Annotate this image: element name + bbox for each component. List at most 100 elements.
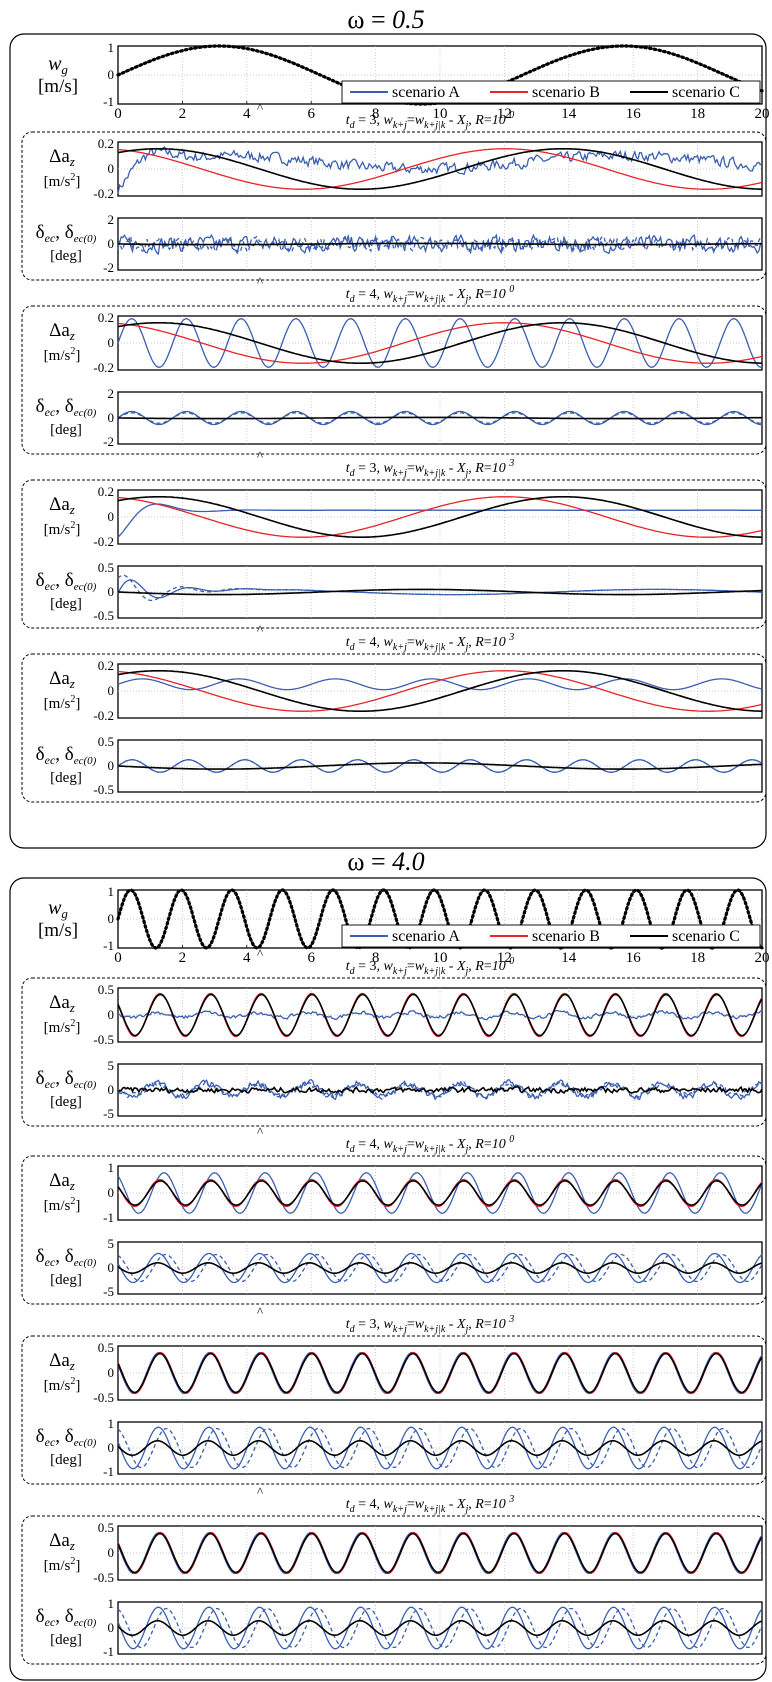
- daz-unit: [m/s2]: [44, 1018, 81, 1036]
- subplot-title: td = 4, wk+j=wk+j|k - Xj, R=10 3: [346, 1494, 515, 1515]
- delta-1-sub: ec: [45, 231, 56, 245]
- w1-symbol: w: [384, 1137, 394, 1152]
- series-line-scenario-c: [118, 416, 763, 420]
- x-sub: j: [464, 966, 469, 977]
- x-symbol: X: [456, 1497, 466, 1512]
- y-tick-label: -0.5: [93, 1390, 114, 1405]
- r-exp: 0: [509, 110, 514, 121]
- daz-unit-base: [m/s: [44, 1198, 71, 1214]
- subplot-group-frame: [21, 131, 767, 281]
- delta-unit: [deg]: [50, 596, 82, 612]
- delta-unit-text: [deg]: [50, 248, 82, 264]
- delta-unit: [deg]: [50, 422, 82, 438]
- sep-2: ,: [468, 287, 475, 302]
- subplot-title: td = 3, wk+j=wk+j|k - Xj, R=10 0: [346, 956, 515, 977]
- td-sub: d: [350, 468, 356, 479]
- series-line-scenario-a-dashed: [117, 574, 763, 602]
- y-tick-label: 0: [108, 1082, 115, 1097]
- y-tick-label: -1: [103, 1210, 114, 1225]
- sep-2: ,: [468, 959, 475, 974]
- delta-1-sub: ec: [45, 405, 56, 419]
- section-title-value: 0.5: [392, 5, 425, 34]
- daz-unit-end: ]: [75, 1558, 80, 1574]
- wg-unit: [m/s]: [38, 76, 78, 97]
- td-eq: =: [355, 113, 370, 128]
- r-base: 10: [492, 1317, 510, 1332]
- daz-sub: z: [69, 1538, 75, 1553]
- sep-2: ,: [468, 1317, 475, 1332]
- series-line-scenario-b: [117, 670, 763, 712]
- series-line-scenario-c: [117, 496, 762, 538]
- minus: -: [445, 113, 457, 128]
- y-tick-label: -0.2: [93, 186, 114, 201]
- td-eq: =: [355, 635, 370, 650]
- delta-ylabel: δec, δec(0): [36, 1426, 97, 1449]
- y-tick-label: 0: [108, 911, 115, 926]
- y-tick-label: -0.2: [93, 708, 114, 723]
- eq2: =: [407, 461, 415, 476]
- sep-2: ,: [468, 1137, 475, 1152]
- td-hat: ^: [257, 274, 263, 289]
- sep-1: ,: [377, 1317, 384, 1332]
- y-tick-label: -5: [103, 1106, 114, 1121]
- y-tick-label: -0.5: [93, 1032, 114, 1047]
- delta-1: δ: [36, 1426, 45, 1447]
- x-symbol: X: [456, 959, 466, 974]
- w2-sub: k+j|k: [424, 1144, 446, 1155]
- eq2: =: [407, 113, 415, 128]
- delta-2-sub: ec(0): [74, 1257, 97, 1269]
- legend-entry: scenario B: [532, 84, 600, 101]
- td-sub: d: [350, 1504, 356, 1515]
- delta-1: δ: [36, 1068, 45, 1089]
- x-sub: j: [464, 120, 469, 131]
- series-line-scenario-a: [117, 503, 762, 538]
- series-line-scenario-c: [117, 762, 763, 770]
- eq2: =: [407, 1497, 415, 1512]
- y-tick-label: 0: [108, 410, 115, 425]
- delta-2: δ: [65, 1426, 74, 1447]
- legend-entry: scenario B: [532, 928, 600, 945]
- section-title-prefix: ω =: [347, 847, 392, 876]
- sep-2: ,: [468, 635, 475, 650]
- y-tick-label: -0.5: [93, 782, 114, 797]
- section-title-value: 4.0: [392, 847, 425, 876]
- y-tick-label: -2: [103, 260, 114, 275]
- delta-panel: 0.5 0 -0.5: [93, 734, 763, 797]
- series-line-scenario-a-dashed: [117, 1080, 763, 1100]
- w2-symbol: w: [415, 1137, 425, 1152]
- td-hat: ^: [257, 1304, 263, 1319]
- x-tick-label: 4: [243, 106, 251, 122]
- series-line-scenario-b: [117, 496, 763, 538]
- daz-sub: z: [69, 1358, 75, 1373]
- y-tick-label: 5: [108, 1236, 115, 1251]
- delta-unit: [deg]: [50, 770, 82, 786]
- r-base: 10: [492, 113, 510, 128]
- y-tick-label: 0.5: [98, 1520, 114, 1535]
- daz-ylabel: Δaz: [49, 668, 75, 691]
- delta-ylabel: δec, δec(0): [36, 570, 97, 593]
- td-eq: =: [355, 1317, 370, 1332]
- series-line-scenario-c: [117, 588, 762, 596]
- x-tick-label: 4: [243, 950, 251, 966]
- daz-unit: [m/s2]: [44, 1556, 81, 1574]
- minus: -: [445, 1317, 457, 1332]
- delta-2: δ: [65, 744, 74, 765]
- section-title-prefix: ω =: [347, 5, 392, 34]
- subplot-title: td = 4, wk+j=wk+j|k - Xj, R=10 0: [346, 1134, 515, 1155]
- x-sub: j: [464, 1504, 469, 1515]
- w2-sub: k+j|k: [424, 120, 446, 131]
- delta-2: δ: [65, 1246, 74, 1267]
- daz-unit: [m/s2]: [44, 1376, 81, 1394]
- series-line-scenario-c: [117, 993, 763, 1037]
- w2-symbol: w: [415, 1497, 425, 1512]
- w1-symbol: w: [384, 113, 394, 128]
- series-line-scenario-a: [117, 1078, 763, 1101]
- w2-symbol: w: [415, 461, 425, 476]
- legend: scenario A scenario B scenario C: [341, 924, 761, 948]
- r-exp: 3: [508, 1494, 514, 1505]
- series-line-scenario-a: [117, 1606, 763, 1650]
- y-tick-label: 0: [108, 1185, 115, 1200]
- w2-sub: k+j|k: [424, 1504, 446, 1515]
- delta-ylabel: δec, δec(0): [36, 744, 97, 767]
